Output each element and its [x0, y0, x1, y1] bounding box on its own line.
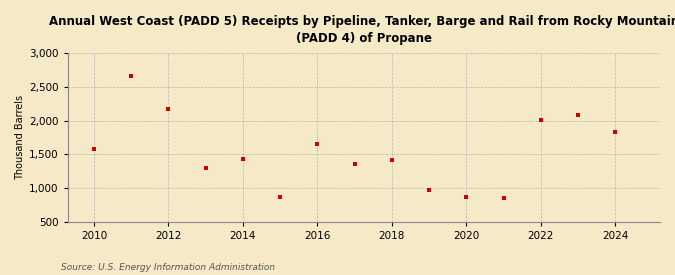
Point — [424, 188, 435, 192]
Point — [461, 195, 472, 200]
Point — [200, 166, 211, 170]
Title: Annual West Coast (PADD 5) Receipts by Pipeline, Tanker, Barge and Rail from Roc: Annual West Coast (PADD 5) Receipts by P… — [49, 15, 675, 45]
Point — [238, 157, 248, 161]
Point — [572, 113, 583, 117]
Point — [610, 130, 621, 134]
Point — [535, 118, 546, 122]
Point — [312, 142, 323, 147]
Point — [88, 147, 99, 151]
Point — [498, 196, 509, 200]
Point — [387, 158, 398, 162]
Point — [349, 162, 360, 167]
Point — [163, 107, 173, 111]
Y-axis label: Thousand Barrels: Thousand Barrels — [15, 95, 25, 180]
Point — [126, 74, 136, 78]
Point — [275, 195, 286, 200]
Text: Source: U.S. Energy Information Administration: Source: U.S. Energy Information Administ… — [61, 263, 275, 272]
